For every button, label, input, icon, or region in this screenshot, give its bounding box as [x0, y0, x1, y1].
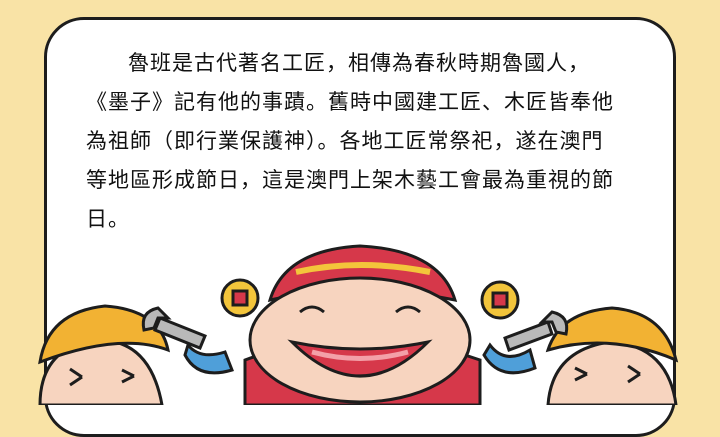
right-worker — [545, 306, 679, 405]
right-helmet-icon — [545, 306, 679, 363]
article-line-5: 日。 — [86, 207, 130, 231]
article-text: 魯班是古代著名工匠，相傳為春秋時期魯國人， 《墨子》記有他的事蹟。舊時中國建工匠… — [86, 44, 646, 239]
central-figure — [220, 244, 520, 405]
face — [248, 276, 472, 404]
article-line-1: 魯班是古代著名工匠，相傳為春秋時期魯國人， — [128, 51, 590, 75]
article-line-4: 等地區形成節日，這是澳門上架木藝工會最為重視的節 — [86, 168, 614, 192]
cartoon-illustration — [38, 244, 679, 405]
article-line-2: 《墨子》記有他的事蹟。舊時中國建工匠、木匠皆奉他 — [86, 90, 614, 114]
article-line-3: 為祖師（即行業保護神）。各地工匠常祭祀，遂在澳門 — [86, 129, 604, 153]
right-wrench-icon — [482, 310, 569, 375]
left-worker — [38, 304, 171, 405]
left-wrench-icon — [141, 306, 234, 375]
